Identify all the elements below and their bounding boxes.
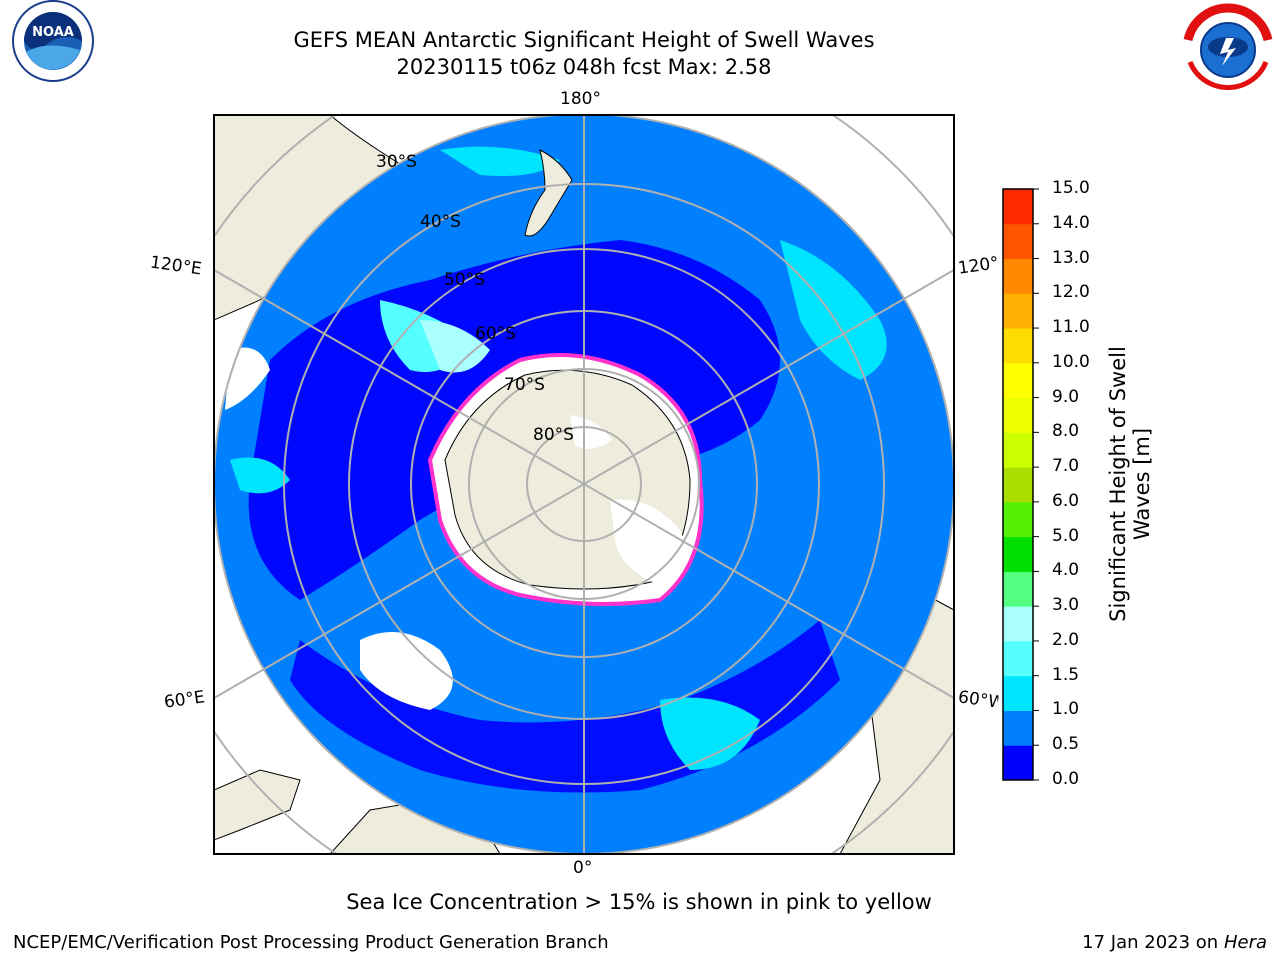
- colorbar-segment: [1003, 328, 1033, 364]
- colorbar-segment: [1003, 710, 1033, 746]
- ice-patch-west: [360, 632, 453, 710]
- colorbar-segment: [1003, 536, 1033, 572]
- colorbar-tick-label: 1.5: [1052, 664, 1080, 685]
- colorbar-tick-label: 6.0: [1052, 490, 1080, 511]
- colorbar: [1003, 188, 1039, 781]
- colorbar-tick-label: 5.0: [1052, 525, 1080, 546]
- colorbar-segment: [1003, 745, 1033, 781]
- colorbar-segment: [1003, 640, 1033, 677]
- colorbar-tick-label: 0.0: [1052, 769, 1080, 789]
- colorbar-segment: [1003, 501, 1033, 538]
- lat-label-60s: 60°S: [475, 324, 516, 344]
- colorbar-tick-label: 13.0: [1052, 247, 1090, 268]
- colorbar-tick-label: 10.0: [1052, 351, 1090, 372]
- madagascar-land: [214, 769, 301, 841]
- moderate-swell-far-west: [230, 457, 290, 494]
- lon-label-0: 0°: [573, 858, 593, 878]
- high-swell-patch: [420, 320, 490, 373]
- colorbar-label-line2: Waves [m]: [1130, 427, 1154, 541]
- colorbar-segment: [1003, 467, 1033, 503]
- nws-logo-icon: [1183, 3, 1273, 92]
- footer-credit: NCEP/EMC/Verification Post Processing Pr…: [13, 932, 609, 953]
- colorbar-segment: [1003, 571, 1033, 607]
- colorbar-label: Significant Height of Swell Waves [m]: [1106, 319, 1154, 649]
- lat-label-40s: 40°S: [420, 212, 461, 232]
- colorbar-segment: [1003, 189, 1033, 225]
- lon-label-180: 180°: [560, 89, 601, 109]
- colorbar-segment: [1003, 432, 1033, 468]
- colorbar-segment: [1003, 397, 1033, 433]
- colorbar-tick-label: 7.0: [1052, 456, 1080, 477]
- graticule: [214, 115, 954, 854]
- moderate-swell-south: [660, 697, 760, 770]
- colorbar-tick-label: 1.0: [1052, 699, 1080, 720]
- sea-ice-note: Sea Ice Concentration > 15% is shown in …: [346, 890, 932, 914]
- footer-host: Hera: [1223, 932, 1267, 953]
- chart-title: GEFS MEAN Antarctic Significant Height o…: [293, 28, 875, 52]
- colorbar-frame: [1002, 188, 1034, 781]
- moderate-swell-east: [780, 240, 887, 380]
- colorbar-tick-label: 3.0: [1052, 595, 1080, 616]
- colorbar-tick-label: 0.5: [1052, 734, 1080, 755]
- colorbar-segment: [1003, 606, 1033, 642]
- footer-date: 17 Jan 2023 on Hera: [1082, 932, 1267, 953]
- noaa-logo-icon: NOAA: [12, 0, 94, 82]
- colorbar-tick-label: 9.0: [1052, 386, 1080, 407]
- colorbar-tick-label: 12.0: [1052, 282, 1090, 303]
- map-frame: [213, 114, 955, 855]
- footer-date-text: 17 Jan 2023 on: [1082, 932, 1224, 953]
- colorbar-tick-label: 4.0: [1052, 560, 1080, 581]
- colorbar-tick-label: 15.0: [1052, 178, 1090, 198]
- ice-patch-northwest: [225, 347, 270, 410]
- colorbar-tick-label: 8.0: [1052, 421, 1080, 442]
- colorbar-tick-label: 11.0: [1052, 317, 1090, 338]
- colorbar-segment: [1003, 258, 1033, 294]
- svg-text:NOAA: NOAA: [32, 25, 74, 40]
- lat-label-30s: 30°S: [376, 152, 417, 172]
- colorbar-segment: [1003, 675, 1033, 711]
- colorbar-label-line1: Significant Height of Swell: [1106, 346, 1130, 622]
- colorbar-tick-label: 14.0: [1052, 212, 1090, 233]
- ross-ice-shelf: [570, 415, 612, 449]
- colorbar-segment: [1003, 293, 1033, 329]
- chart-subtitle: 20230115 t06z 048h fcst Max: 2.58: [396, 55, 772, 79]
- colorbar-segment: [1003, 362, 1033, 399]
- lat-label-70s: 70°S: [504, 375, 545, 395]
- moderate-swell-north: [440, 146, 560, 176]
- colorbar-segment: [1003, 223, 1033, 260]
- lat-label-50s: 50°S: [444, 270, 485, 290]
- lat-label-80s: 80°S: [533, 425, 574, 445]
- colorbar-tick-label: 2.0: [1052, 629, 1080, 650]
